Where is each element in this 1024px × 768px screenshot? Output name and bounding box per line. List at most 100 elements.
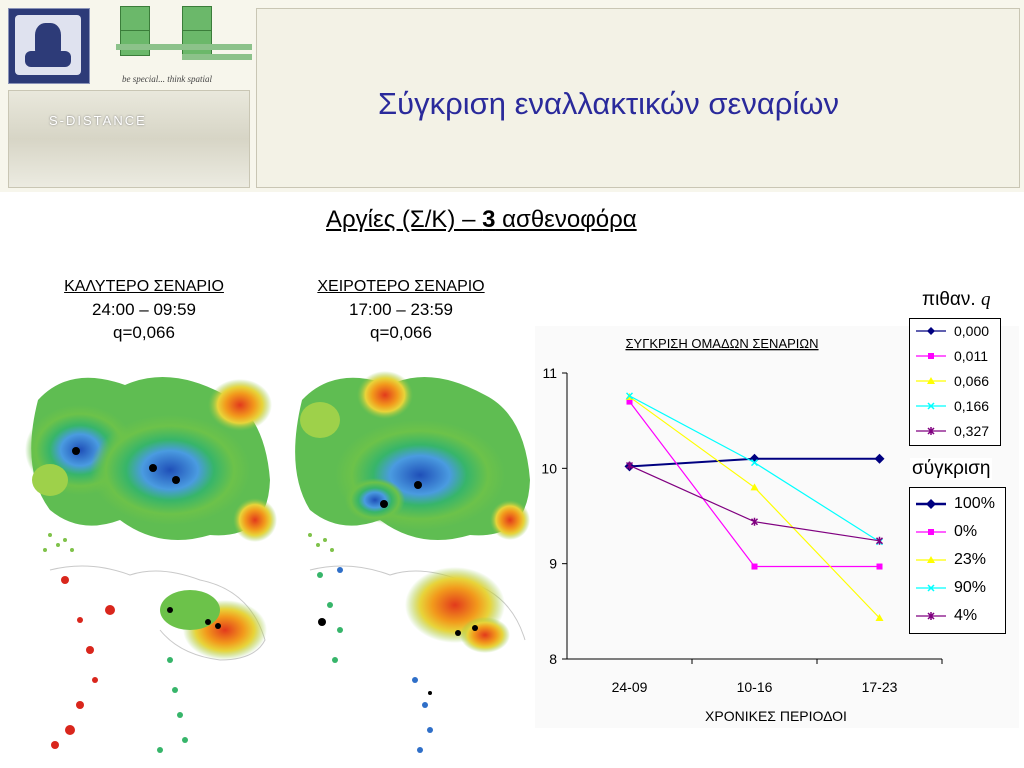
scenario-heading: ΚΑΛΥΤΕΡΟ ΣΕΝΑΡΙΟ: [64, 278, 224, 295]
legend-swatch: [916, 353, 946, 359]
data-point: [927, 612, 935, 620]
lab-logo: be special... think spatial: [112, 4, 252, 88]
series-2: [626, 398, 883, 570]
chart-axes: 8 9 10 11 24-09 10-16 17-23: [541, 365, 943, 695]
legend-entry: 0,000: [910, 319, 989, 343]
data-point: [751, 563, 758, 570]
slide-title: Σύγκριση εναλλακτικών σεναρίων: [378, 86, 839, 121]
legend-title-q: q: [980, 289, 991, 310]
series-3: [625, 392, 884, 622]
y-tick-label: 9: [549, 556, 557, 572]
legend-label: 23%: [954, 551, 987, 568]
chart-series: [624, 392, 885, 622]
data-point: [875, 536, 884, 545]
scenario-heading: ΧΕΙΡΟΤΕΡΟ ΣΕΝΑΡΙΟ: [317, 278, 485, 295]
legend-label: 0,327: [954, 423, 990, 439]
legend-swatch: [916, 612, 946, 620]
legend-entry: 0,066: [910, 369, 989, 393]
legend-label: 0,000: [954, 323, 990, 339]
legend-label: 90%: [954, 579, 987, 596]
document-icon: [182, 30, 212, 56]
legend-entry: 0,166: [910, 394, 989, 418]
data-point: [874, 453, 885, 464]
globe-icon: [120, 6, 150, 32]
data-point: [928, 353, 934, 359]
title-panel: [256, 8, 1020, 188]
worst-scenario-heatmap: [295, 371, 530, 753]
legend-swatch: [916, 377, 946, 384]
sdistance-logo: S-DISTANCE: [8, 90, 250, 188]
probability-legend: 0,000 0,011 0,066 0,166 0,327: [909, 318, 1001, 446]
lab-name-strip-2: [182, 54, 252, 60]
series-line: [629, 396, 880, 619]
data-point: [927, 327, 935, 335]
best-scenario-caption: ΚΑΛΥΤΕΡΟ ΣΕΝΑΡΙΟ 24:00 – 09:59 q=0,066: [44, 275, 244, 344]
data-point: [927, 584, 935, 592]
data-point: [926, 499, 936, 509]
data-point: [927, 427, 935, 435]
scenario-time: 17:00 – 23:59: [349, 300, 453, 319]
series-line: [629, 464, 880, 542]
chart-x-axis-label: ΧΡΟΝΙΚΕΣ ΠΕΡΙΟΔΟΙ: [705, 708, 847, 724]
legend-label: 0,066: [954, 373, 990, 389]
legend-entry: 0,011: [910, 344, 988, 368]
chart-title: ΣΥΓΚΡΙΣΗ ΟΜΑΔΩΝ ΣΕΝΑΡΙΩΝ: [625, 336, 818, 351]
slide-subtitle: Αργίες (Σ/Κ) – 3 ασθενοφόρα: [326, 206, 637, 234]
scenario-q: q=0,066: [113, 323, 175, 342]
legend-entry: 4%: [910, 604, 977, 628]
lab-slogan: be special... think spatial: [122, 74, 212, 84]
comparison-legend: 100% 0% 23% 90% 4%: [909, 487, 1006, 634]
legend-label: 0%: [954, 523, 978, 540]
worst-scenario-caption: ΧΕΙΡΟΤΕΡΟ ΣΕΝΑΡΙΟ 17:00 – 23:59 q=0,066: [300, 275, 502, 344]
x-tick-label: 24-09: [612, 679, 648, 695]
data-point: [876, 563, 883, 570]
data-point: [625, 392, 634, 400]
x-tick-label: 10-16: [737, 679, 773, 695]
data-point: [625, 461, 634, 470]
legend-entry: 0,327: [910, 419, 989, 443]
y-tick-label: 11: [542, 365, 557, 381]
legend-label: 4%: [954, 607, 978, 624]
subtitle-count: 3: [482, 206, 496, 233]
legend-swatch: [916, 584, 946, 592]
legend-label: 0,166: [954, 398, 990, 414]
legend-swatch: [916, 402, 946, 410]
legend-swatch: [916, 427, 946, 435]
legend-entry: 23%: [910, 548, 986, 572]
y-tick-label: 10: [541, 460, 557, 476]
best-scenario-heatmap: [25, 377, 277, 753]
legend-swatch: [916, 327, 946, 335]
data-point: [927, 556, 935, 563]
legend-swatch: [916, 556, 946, 563]
legend-label: 0,011: [954, 348, 988, 364]
legend-entry: 90%: [910, 576, 986, 600]
data-point: [750, 483, 759, 491]
legend-title-text: πιθαν.: [922, 289, 976, 310]
legend-entry: 100%: [910, 492, 995, 516]
university-seal-logo: [8, 8, 90, 84]
scenario-time: 24:00 – 09:59: [92, 300, 196, 319]
sdistance-wordmark: S-DISTANCE: [49, 113, 147, 128]
subtitle-post: ασθενοφόρα: [495, 206, 637, 233]
checkmark-icon: [120, 30, 150, 56]
legend-label: 100%: [954, 495, 995, 512]
series-5: [625, 461, 884, 545]
comparison-legend-title: σύγκριση: [910, 458, 993, 480]
centaur-emblem-icon: [15, 15, 81, 75]
data-point: [626, 398, 633, 405]
lab-name-strip: [116, 44, 252, 50]
x-tick-label: 17-23: [862, 679, 898, 695]
data-point: [928, 529, 934, 535]
data-point: [750, 459, 759, 467]
data-point: [875, 614, 884, 622]
legend-entry: 0%: [910, 520, 977, 544]
legend-swatch: [916, 499, 946, 509]
subtitle-pre: Αργίες (Σ/Κ) –: [326, 206, 483, 233]
y-tick-label: 8: [549, 651, 557, 667]
data-point: [927, 377, 935, 384]
legend-swatch: [916, 529, 946, 535]
data-point: [750, 517, 759, 526]
scenario-q: q=0,066: [370, 323, 432, 342]
data-point: [927, 402, 935, 410]
